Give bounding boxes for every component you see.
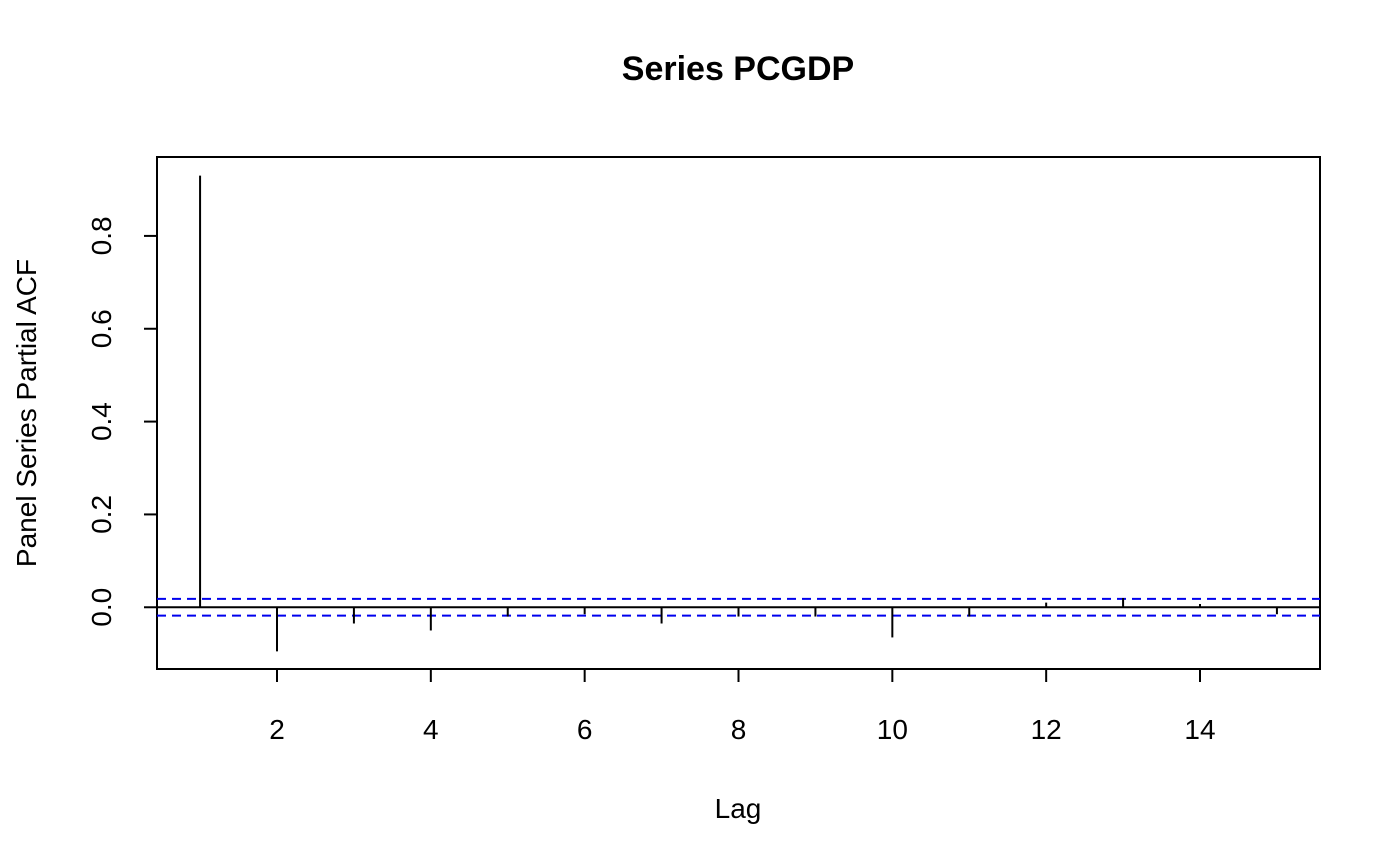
y-tick-label: 0.4	[86, 402, 117, 441]
plot-frame	[156, 156, 1321, 670]
y-tick-label: 0.6	[86, 309, 117, 348]
y-tick-label: 0.2	[86, 495, 117, 534]
x-tick-label: 2	[269, 714, 285, 745]
x-tick-label: 10	[877, 714, 908, 745]
x-tick-label: 14	[1184, 714, 1215, 745]
spike-layer	[199, 175, 1278, 652]
y-tick-label: 0.8	[86, 216, 117, 255]
chart-title: Series PCGDP	[622, 50, 854, 88]
x-tick-label: 8	[731, 714, 747, 745]
y-tick-label: 0.0	[86, 588, 117, 627]
x-axis-label: Lag	[715, 793, 762, 824]
x-tick-label: 12	[1031, 714, 1062, 745]
x-axis: 2 4 6 8 10 12 14	[269, 669, 1216, 745]
x-tick-label: 4	[423, 714, 439, 745]
y-axis-label: Panel Series Partial ACF	[11, 259, 42, 567]
x-tick-label: 6	[577, 714, 593, 745]
y-axis: 0.0 0.2 0.4 0.6 0.8	[86, 216, 157, 627]
